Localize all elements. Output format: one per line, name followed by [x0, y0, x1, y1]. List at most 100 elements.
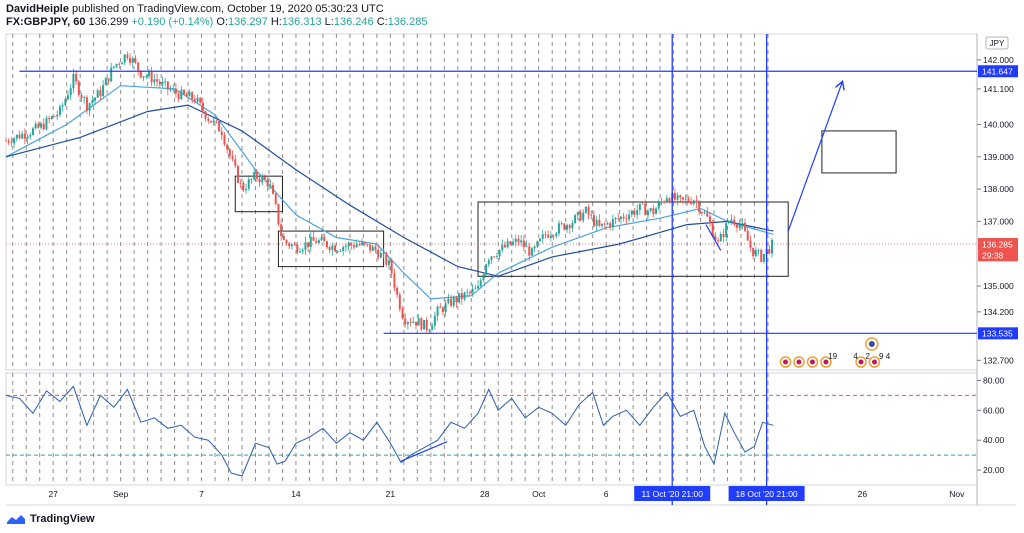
candle-body — [657, 202, 660, 209]
candle-body — [296, 244, 299, 253]
candle-body — [67, 95, 70, 100]
candle-body — [760, 249, 763, 262]
candle-body — [96, 90, 99, 98]
candle-body — [45, 117, 48, 130]
moving-average-fast — [5, 85, 774, 300]
event-count-label: 4 — [853, 352, 858, 361]
candle-body — [762, 253, 765, 262]
candle-body — [482, 274, 485, 281]
candle-body — [48, 117, 51, 119]
candle-body — [606, 223, 609, 225]
candle-body — [638, 203, 641, 211]
candle-body — [34, 123, 37, 129]
candle-body — [185, 94, 188, 97]
candle-body — [374, 246, 377, 251]
candle-body — [26, 136, 29, 139]
candle-body — [646, 210, 649, 216]
candle-body — [177, 93, 180, 100]
candle-body — [250, 179, 253, 180]
candle-body — [698, 202, 701, 213]
candle-body — [752, 247, 755, 257]
candle-body — [347, 243, 350, 247]
candle-body — [377, 250, 380, 258]
candle-body — [649, 208, 652, 211]
event-count-label: 2 — [866, 352, 871, 361]
candle-body — [323, 237, 326, 242]
range-box — [477, 201, 789, 277]
candle-body — [134, 58, 137, 63]
price-label-box — [978, 327, 1018, 340]
candle-body — [576, 212, 579, 216]
rsi-pane — [5, 372, 978, 486]
candle-body — [522, 240, 525, 248]
candle-body — [722, 233, 725, 238]
time-tick-label: Oct — [532, 489, 546, 499]
candle-body — [166, 81, 169, 90]
open-value: 136.297 — [228, 16, 268, 28]
candle-body — [223, 135, 226, 145]
event-count-label: 9 — [879, 352, 884, 361]
candle-body — [18, 134, 21, 139]
time-tick-label: Nov — [949, 489, 965, 499]
candle-body — [123, 54, 126, 63]
candle-body — [325, 241, 328, 248]
candle-body — [708, 216, 711, 224]
event-flag-icon — [868, 356, 881, 368]
candle-body — [485, 264, 488, 275]
projection-arrow — [787, 82, 842, 232]
candle-body — [652, 208, 655, 215]
candle-body — [441, 308, 444, 313]
price-label: 133.535 — [978, 327, 1018, 340]
time-highlight-label: 18 Oct '20 21:00 — [728, 486, 805, 501]
candle-body — [75, 73, 78, 82]
candle-body — [460, 293, 463, 300]
event-flag-icon — [793, 356, 805, 368]
candle-body — [679, 195, 682, 198]
candle-body — [611, 219, 614, 227]
candle-body — [215, 120, 218, 122]
candle-body — [382, 253, 385, 254]
candle-body — [539, 238, 542, 242]
rsi-tick-label: 80.00 — [983, 375, 1005, 385]
event-flag-center — [858, 359, 864, 365]
event-flag-icon — [855, 356, 867, 368]
candle-body — [401, 309, 404, 319]
candle-body — [547, 234, 550, 238]
candle-body — [120, 62, 123, 65]
candle-body — [617, 217, 620, 219]
candle-body — [420, 318, 423, 330]
candle-body — [309, 236, 312, 248]
candle-body — [439, 306, 442, 309]
candle-body — [425, 319, 428, 331]
candle-body — [603, 223, 606, 225]
candle-body — [112, 66, 115, 68]
candle-body — [72, 73, 75, 89]
candle-body — [490, 256, 493, 260]
time-tick-label: 14 — [291, 489, 301, 499]
published-text: published on TradingView.com, October 19… — [72, 3, 384, 15]
time-highlight-label: 11 Oct '20 21:00 — [634, 486, 711, 501]
candle-body — [388, 260, 391, 265]
candle-body — [145, 76, 148, 77]
candle-body — [423, 319, 426, 330]
candle-body — [274, 194, 277, 205]
candle-body — [725, 223, 728, 238]
candle-body — [304, 242, 307, 250]
candle-body — [730, 219, 733, 222]
candle-body — [768, 248, 771, 254]
candle-body — [280, 224, 283, 237]
candle-body — [579, 212, 582, 221]
event-flag-icon — [779, 356, 792, 368]
candle-body — [366, 244, 369, 245]
candle-body — [288, 243, 291, 247]
high-label: H: — [270, 16, 282, 28]
candle-body — [595, 219, 598, 226]
candle-body — [695, 200, 698, 203]
candle-body — [668, 198, 671, 203]
candle-body — [466, 292, 469, 293]
candle-body — [619, 216, 622, 219]
candle-body — [458, 293, 461, 303]
time-tick-label: 21 — [386, 489, 396, 499]
candle-body — [10, 142, 13, 144]
